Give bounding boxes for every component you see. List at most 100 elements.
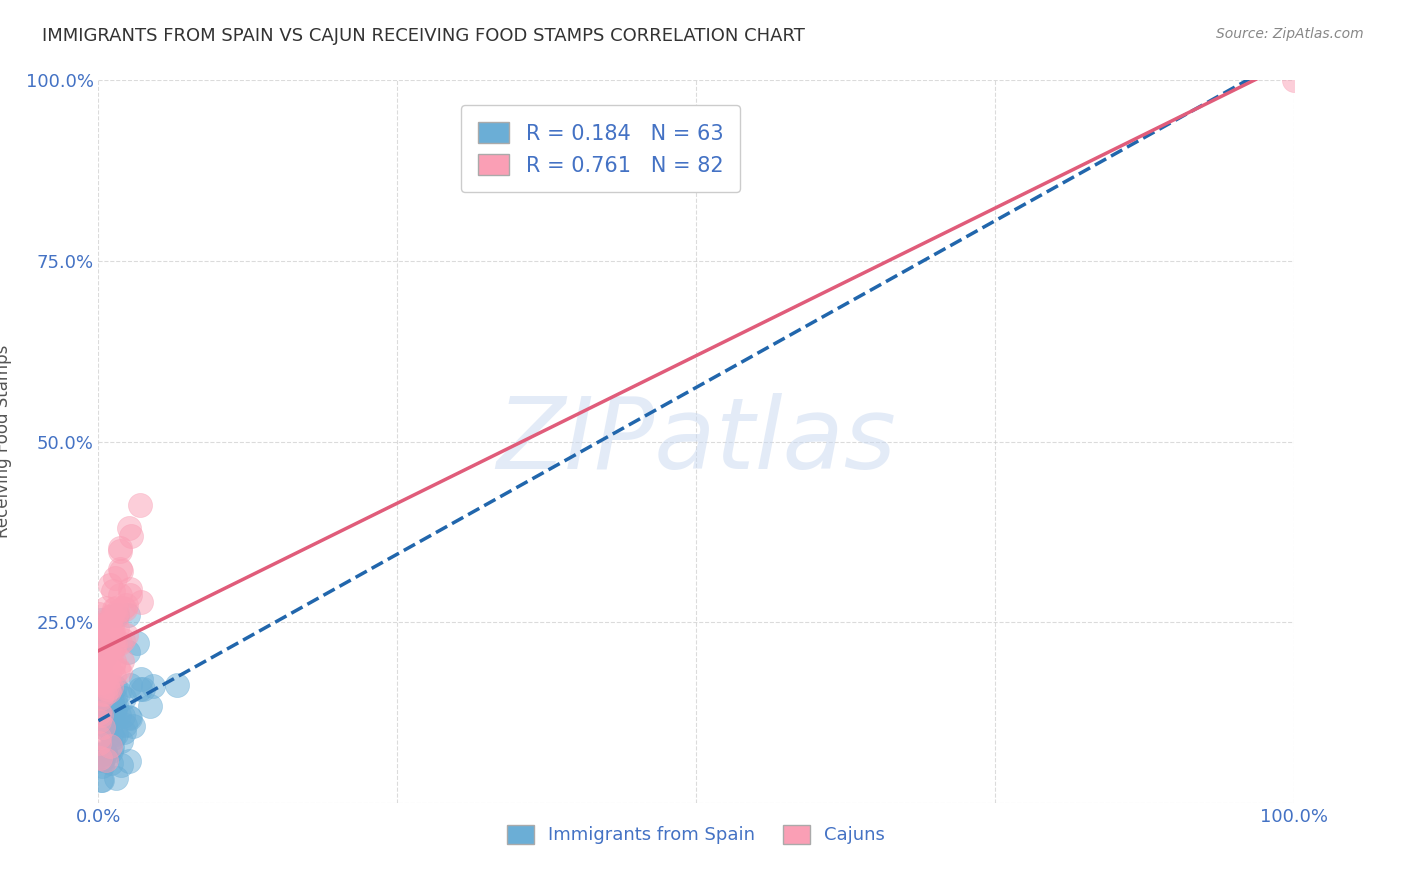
Point xyxy=(91,687,114,701)
Point xyxy=(90,697,112,711)
Point xyxy=(90,699,112,714)
Point xyxy=(118,678,141,692)
Point xyxy=(94,601,117,615)
Point xyxy=(101,694,124,708)
Point xyxy=(89,634,111,648)
Point xyxy=(101,626,124,640)
Point xyxy=(103,633,125,648)
Point xyxy=(90,690,112,705)
Point xyxy=(93,664,115,678)
Point xyxy=(142,679,165,693)
Point xyxy=(131,595,153,609)
Point xyxy=(107,662,129,676)
Point xyxy=(107,708,129,723)
Point xyxy=(120,582,142,596)
Point xyxy=(103,601,125,615)
Point xyxy=(87,736,110,750)
Point xyxy=(97,659,120,673)
Point xyxy=(87,730,110,744)
Point xyxy=(105,727,128,741)
Point xyxy=(104,571,127,585)
Point xyxy=(87,706,110,720)
Point xyxy=(105,608,128,623)
Point xyxy=(93,632,115,647)
Point xyxy=(93,632,115,646)
Point xyxy=(105,698,128,712)
Point xyxy=(132,681,155,696)
Point xyxy=(94,650,117,665)
Point xyxy=(108,685,131,699)
Point xyxy=(112,601,135,615)
Point xyxy=(90,675,112,690)
Point xyxy=(105,611,128,625)
Point xyxy=(97,616,120,631)
Point xyxy=(96,723,118,737)
Y-axis label: Receiving Food Stamps: Receiving Food Stamps xyxy=(0,345,11,538)
Point xyxy=(93,706,115,721)
Point xyxy=(94,648,117,663)
Point xyxy=(101,659,124,673)
Point xyxy=(100,743,122,757)
Point xyxy=(89,748,111,763)
Point xyxy=(118,710,141,724)
Point xyxy=(90,617,112,632)
Point xyxy=(1282,73,1305,87)
Point xyxy=(90,614,112,628)
Legend: Immigrants from Spain, Cajuns: Immigrants from Spain, Cajuns xyxy=(499,818,893,852)
Point xyxy=(96,688,118,702)
Point xyxy=(166,678,188,692)
Point xyxy=(91,720,114,734)
Point xyxy=(97,666,120,681)
Point xyxy=(93,745,115,759)
Point xyxy=(97,690,120,704)
Point xyxy=(94,718,117,732)
Point xyxy=(114,718,136,732)
Point xyxy=(115,627,138,641)
Point xyxy=(96,753,118,767)
Point xyxy=(93,631,115,645)
Point xyxy=(129,498,152,512)
Point xyxy=(104,680,127,694)
Point xyxy=(112,709,135,723)
Point xyxy=(89,607,111,622)
Point xyxy=(97,673,120,687)
Point xyxy=(103,654,125,668)
Point xyxy=(91,618,114,632)
Point xyxy=(98,615,121,630)
Point xyxy=(104,701,127,715)
Point xyxy=(101,740,124,755)
Point xyxy=(89,712,111,726)
Point xyxy=(96,718,118,732)
Point xyxy=(120,529,142,543)
Point xyxy=(104,600,127,615)
Text: IMMIGRANTS FROM SPAIN VS CAJUN RECEIVING FOOD STAMPS CORRELATION CHART: IMMIGRANTS FROM SPAIN VS CAJUN RECEIVING… xyxy=(42,27,806,45)
Point xyxy=(93,673,115,687)
Point xyxy=(89,663,111,677)
Point xyxy=(118,754,141,768)
Text: Source: ZipAtlas.com: Source: ZipAtlas.com xyxy=(1216,27,1364,41)
Point xyxy=(108,635,131,649)
Point xyxy=(89,664,111,678)
Point xyxy=(96,681,118,695)
Point xyxy=(91,752,114,766)
Point xyxy=(122,719,145,733)
Point xyxy=(100,727,122,741)
Point xyxy=(90,772,112,787)
Point xyxy=(114,598,136,612)
Point xyxy=(110,733,132,747)
Point xyxy=(90,707,112,722)
Point xyxy=(101,610,124,624)
Point xyxy=(125,636,148,650)
Point xyxy=(118,521,141,535)
Point xyxy=(91,649,114,664)
Point xyxy=(117,645,139,659)
Point xyxy=(101,731,124,746)
Point xyxy=(100,608,122,623)
Point xyxy=(96,679,118,693)
Point xyxy=(104,771,127,785)
Point xyxy=(89,750,111,764)
Point xyxy=(97,682,120,697)
Point xyxy=(108,541,131,555)
Point xyxy=(100,648,122,662)
Point xyxy=(104,690,127,705)
